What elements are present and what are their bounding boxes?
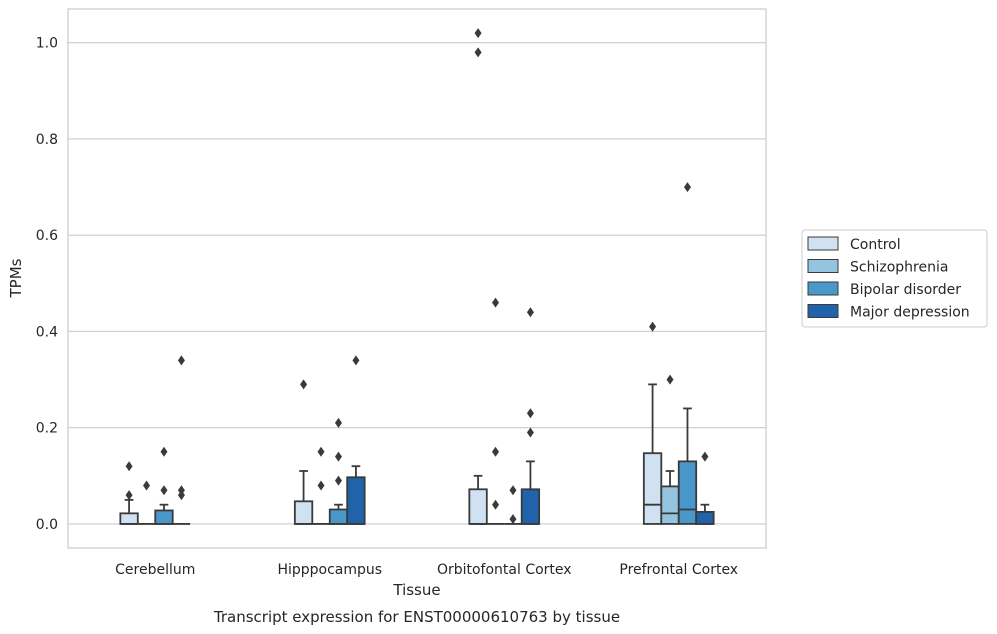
outlier-point [317,446,325,457]
y-tick-labels: 0.0 0.2 0.4 0.6 0.8 1.0 [36,36,58,533]
box-series [119,28,715,525]
x-tick-labels: Cerebellum Hipppocampus Orbitofontal Corte… [115,562,738,578]
outlier-point [334,475,342,486]
outlier-point [352,355,360,366]
box-rect [695,511,715,525]
legend-label: Control [850,237,901,253]
outlier-point [125,490,133,501]
legend-label: Major depression [850,305,970,321]
outlier-point [492,297,500,308]
box-2-1 [328,417,349,525]
box-1-0 [137,480,156,525]
box-3-2 [520,307,541,525]
box-rect [468,488,488,525]
outlier-point [683,182,691,193]
x-tick-label: Cerebellum [115,562,195,578]
legend-swatch [807,236,839,251]
legend-label: Schizophrenia [850,260,948,276]
box-2-2 [504,485,522,525]
box-1-2 [486,297,505,525]
outlier-point [509,485,517,496]
box-rect [677,460,698,525]
y-tick-label: 0.6 [36,228,58,244]
x-tick-label: Orbitofontal Cortex [437,562,572,578]
box-2-3 [677,182,698,525]
outlier-point [701,451,709,462]
box-3-0 [172,355,191,525]
outlier-point [526,408,534,419]
x-tick-label: Hipppocampus [277,562,382,578]
box-0-1 [293,379,314,525]
box-rect [642,452,663,525]
outlier-point [526,427,534,438]
outlier-point [666,374,674,385]
y-tick-label: 0.2 [36,421,58,437]
legend-swatch [807,281,839,296]
box-2-0 [154,446,174,525]
x-tick-label: Prefrontal Cortex [619,562,738,578]
outlier-point [474,47,482,58]
legend-label: Bipolar disorder [850,282,961,298]
outlier-point [509,514,517,525]
y-tick-label: 0.8 [36,132,58,148]
outlier-point [300,379,308,390]
outlier-point [492,499,500,510]
box-rect [119,512,139,525]
box-3-3 [695,451,715,525]
y-tick-label: 1.0 [36,36,58,52]
chart-title: Transcript expression for ENST0000061076… [213,608,620,626]
legend-swatch [807,259,839,273]
box-1-1 [312,446,330,525]
y-axis-label: TPMs [7,258,25,298]
outlier-point [526,307,534,318]
outlier-point [160,485,168,496]
outlier-point [334,417,342,428]
box-rect [520,488,541,525]
box-rect [328,508,349,525]
box-0-0 [119,461,139,525]
outlier-point [334,451,342,462]
outlier-point [492,446,500,457]
outlier-point [474,28,482,39]
box-1-3 [660,374,680,525]
box-rect [660,485,680,525]
outlier-point [177,490,185,501]
outlier-point [177,355,185,366]
outlier-point [160,446,168,457]
outlier-point [317,480,325,491]
y-tick-label: 0.0 [36,517,58,533]
outlier-point [649,321,657,332]
plot-area-frame [67,8,767,549]
legend-swatch [807,304,839,318]
outlier-point [143,480,151,491]
box-rect [346,476,366,525]
legend: Control Schizophrenia Bipolar disorder Majo… [801,229,988,328]
box-0-2 [468,28,488,525]
box-0-3 [642,321,663,525]
legend-frame [801,229,988,328]
gridlines [68,42,766,525]
outlier-point [125,461,133,472]
box-rect [154,509,174,525]
box-3-1 [346,355,366,525]
y-tick-label: 0.4 [36,324,58,340]
x-axis-label: Tissue [392,581,440,599]
box-rect [293,500,314,525]
